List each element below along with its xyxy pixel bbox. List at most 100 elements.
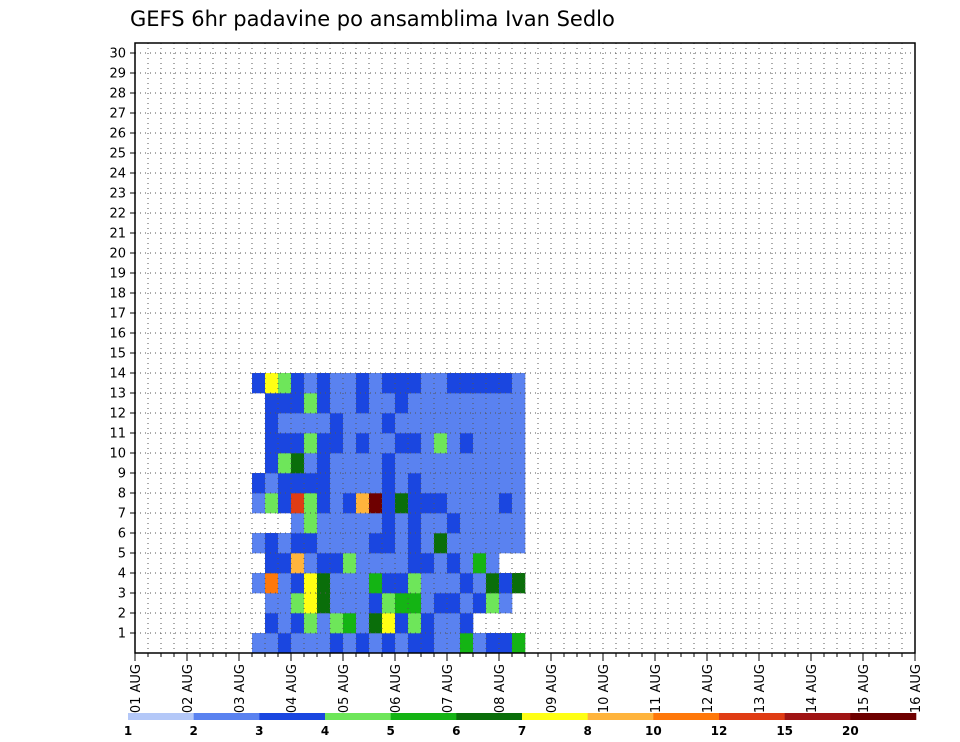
heatmap-cell <box>330 393 344 414</box>
heatmap-cell <box>343 413 357 434</box>
y-tick-label: 13 <box>109 387 126 402</box>
heatmap-cell <box>291 533 305 554</box>
heatmap-cell <box>395 373 409 394</box>
heatmap-cell <box>304 393 318 414</box>
heatmap-cell <box>369 573 383 594</box>
heatmap-cell <box>356 493 370 514</box>
colorbar-swatch <box>390 713 457 720</box>
heatmap-cell <box>460 433 474 454</box>
heatmap-cell <box>486 433 500 454</box>
y-tick-label: 19 <box>109 267 126 282</box>
heatmap-cell <box>382 453 396 474</box>
heatmap-cell <box>356 613 370 634</box>
heatmap-cell <box>512 513 526 534</box>
heatmap-cell <box>343 553 357 574</box>
y-tick-label: 30 <box>109 47 126 62</box>
colorbar-label: 5 <box>386 724 394 738</box>
heatmap-cell <box>304 613 318 634</box>
x-tick-label: 09 AUG <box>545 664 560 713</box>
y-tick-label: 20 <box>109 247 126 262</box>
heatmap-cell <box>291 453 305 474</box>
heatmap-cell <box>460 613 474 634</box>
heatmap-cell <box>291 593 305 614</box>
heatmap-cell <box>460 513 474 534</box>
colorbar-label: 1 <box>124 724 132 738</box>
y-tick-label: 9 <box>118 467 126 482</box>
heatmap-cell <box>343 633 357 654</box>
heatmap-cell <box>304 553 318 574</box>
heatmap-cell <box>304 373 318 394</box>
heatmap-cell <box>382 513 396 534</box>
y-tick-label: 28 <box>109 87 126 102</box>
heatmap-cell <box>408 413 422 434</box>
heatmap-cell <box>460 573 474 594</box>
heatmap-cell <box>421 493 435 514</box>
heatmap-cell <box>252 573 266 594</box>
heatmap-cell <box>421 433 435 454</box>
heatmap-cell <box>460 633 474 654</box>
heatmap-cell <box>343 393 357 414</box>
heatmap-cell <box>434 413 448 434</box>
colorbar-swatch <box>522 713 588 720</box>
heatmap-cell <box>369 593 383 614</box>
heatmap-cell <box>265 533 279 554</box>
heatmap-cell <box>486 453 500 474</box>
heatmap-cell <box>291 373 305 394</box>
heatmap-cell <box>460 493 474 514</box>
heatmap-cell <box>499 493 513 514</box>
heatmap-cell <box>434 433 448 454</box>
heatmap-cell <box>265 613 279 634</box>
heatmap-cell <box>304 573 318 594</box>
heatmap-cell <box>447 513 461 534</box>
heatmap-cell <box>395 413 409 434</box>
heatmap-cell <box>434 613 448 634</box>
colorbar-label: 20 <box>842 724 859 738</box>
x-tick-label: 01 AUG <box>129 664 144 713</box>
heatmap-cell <box>252 493 266 514</box>
heatmap-cell <box>304 433 318 454</box>
heatmap-cell <box>408 453 422 474</box>
heatmap-cell <box>395 633 409 654</box>
heatmap-cell <box>265 593 279 614</box>
heatmap-cell <box>512 413 526 434</box>
heatmap-cell <box>330 593 344 614</box>
y-tick-label: 16 <box>109 327 126 342</box>
x-tick-label: 07 AUG <box>441 664 456 713</box>
heatmap-cell <box>382 433 396 454</box>
heatmap-cell <box>395 513 409 534</box>
heatmap-cell <box>291 573 305 594</box>
heatmap-cell <box>330 433 344 454</box>
heatmap-cell <box>278 473 292 494</box>
heatmap-cell <box>369 553 383 574</box>
y-tick-label: 26 <box>109 127 126 142</box>
heatmap-cell <box>382 633 396 654</box>
heatmap-cell <box>512 373 526 394</box>
heatmap-cell <box>343 513 357 534</box>
heatmap-cell <box>486 573 500 594</box>
heatmap-cell <box>304 453 318 474</box>
heatmap-cell <box>330 633 344 654</box>
y-tick-label: 15 <box>109 347 126 362</box>
heatmap-cell <box>369 453 383 474</box>
heatmap-cell <box>304 473 318 494</box>
heatmap-cell <box>317 513 331 534</box>
y-tick-label: 18 <box>109 287 126 302</box>
heatmap-cell <box>512 393 526 414</box>
x-tick-label: 16 AUG <box>909 664 924 713</box>
heatmap-cell <box>265 453 279 474</box>
heatmap-cell <box>460 413 474 434</box>
y-tick-label: 17 <box>109 307 126 322</box>
y-tick-label: 27 <box>109 107 126 122</box>
y-tick-label: 23 <box>109 187 126 202</box>
heatmap-cell <box>473 393 487 414</box>
heatmap-cell <box>304 533 318 554</box>
heatmap-cell <box>278 593 292 614</box>
heatmap-cell <box>486 373 500 394</box>
heatmap-cell <box>499 633 513 654</box>
colorbar-label: 15 <box>776 724 793 738</box>
colorbar-swatch <box>587 713 654 720</box>
heatmap-cell <box>395 533 409 554</box>
x-tick-label: 10 AUG <box>597 664 612 713</box>
heatmap-cell <box>291 493 305 514</box>
heatmap-cell <box>265 633 279 654</box>
